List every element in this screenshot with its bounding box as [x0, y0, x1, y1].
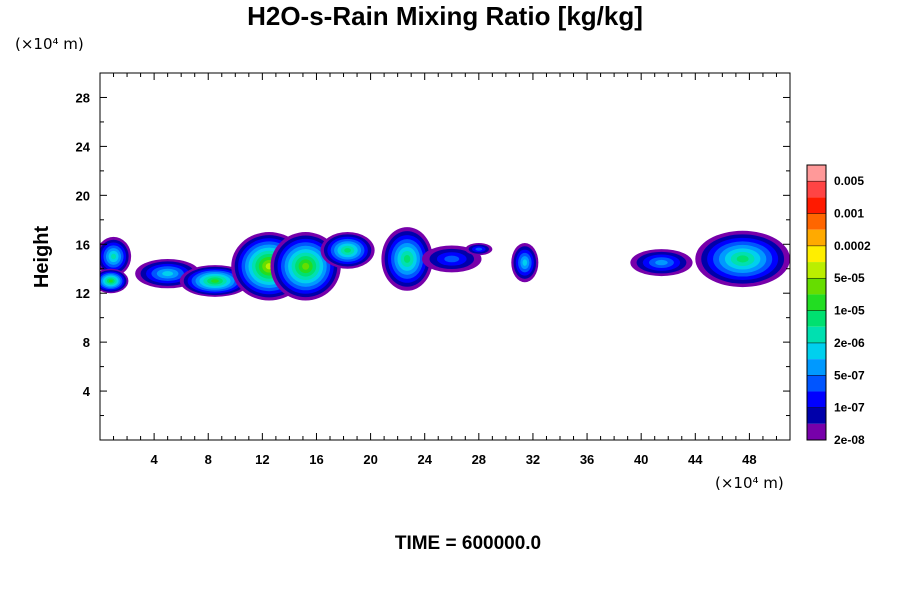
y-tick-label: 8	[83, 335, 90, 350]
colorbar-swatch	[807, 197, 826, 214]
time-label: TIME = 600000.0	[395, 533, 541, 554]
colorbar-swatch	[807, 375, 826, 392]
colorbar-swatch	[807, 262, 826, 279]
colorbar-swatch	[807, 213, 826, 230]
x-axis: 4 8 12 16 20 24 28 32 36 40 44 48	[113, 73, 777, 467]
colorbar-swatch	[807, 229, 826, 246]
contour-band	[108, 279, 113, 283]
rain-cloud	[422, 245, 482, 273]
contour-band	[403, 254, 411, 263]
y-axis-label: Height	[31, 226, 53, 289]
rain-field	[100, 227, 790, 301]
colorbar-swatch	[807, 391, 826, 408]
colorbar-label: 5e-07	[834, 368, 865, 382]
colorbar-swatch	[807, 423, 826, 440]
x-axis-unit: (×10⁴ m)	[715, 474, 784, 492]
rain-cloud	[381, 227, 433, 291]
colorbar-label: 1e-05	[834, 304, 865, 318]
colorbar-label: 5e-05	[834, 271, 865, 285]
rain-cloud	[465, 243, 493, 256]
contour-band	[655, 259, 668, 266]
x-tick-label: 20	[363, 452, 377, 467]
x-tick-label: 24	[417, 452, 432, 467]
y-axis-unit: (×10⁴ m)	[15, 35, 84, 53]
contour-band	[444, 255, 460, 263]
contour-band	[475, 247, 483, 251]
y-tick-label: 12	[76, 286, 90, 301]
colorbar-swatch	[807, 342, 826, 360]
chart-title: H2O-s-Rain Mixing Ratio [kg/kg]	[247, 1, 643, 31]
colorbar-label: 2e-06	[834, 336, 865, 350]
plot-frame	[99, 72, 791, 441]
x-tick-label: 48	[742, 452, 756, 467]
rain-cloud	[100, 268, 129, 294]
contour-band	[111, 253, 117, 260]
contour-band	[522, 259, 528, 266]
colorbar-swatch	[807, 294, 826, 311]
y-tick-label: 16	[76, 237, 90, 252]
colorbar-swatch	[807, 359, 826, 376]
colorbar-label: 1e-07	[834, 401, 865, 415]
colorbar-swatch	[807, 245, 826, 263]
colorbar-label: 0.005	[834, 174, 864, 188]
y-tick-label: 4	[83, 384, 91, 399]
colorbar-label: 0.001	[834, 207, 864, 221]
x-tick-label: 36	[580, 452, 594, 467]
x-tick-label: 4	[151, 452, 159, 467]
rain-cloud	[695, 230, 790, 288]
colorbar-swatch	[807, 310, 826, 327]
x-tick-label: 8	[205, 452, 212, 467]
colorbar-swatch	[807, 278, 826, 295]
contour-band	[211, 279, 219, 283]
x-tick-label: 28	[472, 452, 486, 467]
y-axis: 4 8 12 16 20 24 28	[76, 90, 790, 417]
colorbar-label: 2e-08	[834, 433, 865, 447]
y-tick-label: 24	[76, 139, 91, 154]
x-tick-label: 32	[526, 452, 540, 467]
x-tick-label: 44	[688, 452, 703, 467]
x-tick-label: 16	[309, 452, 323, 467]
contour-band	[344, 248, 351, 253]
colorbar-swatch	[807, 407, 826, 424]
contour-band	[162, 271, 174, 277]
x-tick-label: 40	[634, 452, 648, 467]
colorbar-swatch	[807, 181, 826, 198]
rain-cloud	[511, 243, 539, 283]
y-tick-label: 20	[76, 188, 90, 203]
rain-cloud	[320, 232, 375, 269]
rain-cloud	[179, 265, 251, 297]
y-tick-label: 28	[76, 90, 90, 105]
rain-cloud	[100, 236, 132, 277]
colorbar: 0.005 0.001 0.0002 5e-05 1e-05 2e-06 5e-07 1e-0…	[806, 164, 871, 447]
rain-cloud	[630, 249, 693, 277]
colorbar-swatch	[807, 165, 826, 182]
x-tick-label: 12	[255, 452, 269, 467]
colorbar-label: 0.0002	[834, 239, 871, 253]
contour-band	[302, 262, 310, 270]
contour-band	[736, 255, 749, 263]
colorbar-swatch	[807, 326, 826, 343]
